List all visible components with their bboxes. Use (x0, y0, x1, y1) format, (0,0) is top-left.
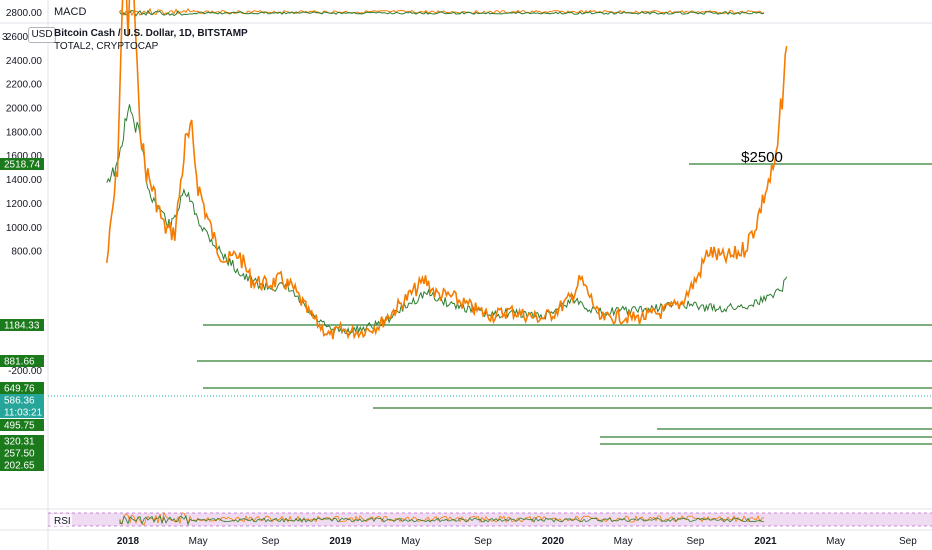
rsi-line (119, 511, 765, 526)
main-pane[interactable]: $2500 (48, 0, 932, 445)
price-badge (0, 435, 44, 447)
price-tick-label: 2800.00 (6, 8, 43, 19)
support-levels (197, 163, 932, 445)
time-tick-label: 2020 (542, 536, 565, 547)
price-axis[interactable]: 3400.003200.003000.002800.002600.002400.… (6, 0, 43, 377)
symbol-legend[interactable]: Bitcoin Cash / U.S. Dollar, 1D, BITSTAMP (54, 28, 248, 39)
time-tick-label: 2021 (754, 536, 777, 547)
rsi-label: RSI (54, 516, 71, 527)
price-tick-label: 1600.00 (6, 151, 43, 162)
price-badge (0, 419, 44, 431)
price-badge (0, 459, 44, 471)
price-badge (0, 406, 44, 418)
price-badge-label: 881.66 (4, 357, 35, 368)
price-tick-label: -200.00 (8, 366, 42, 377)
price-badge (0, 158, 44, 170)
price-badge-label: 586.36 (4, 396, 35, 407)
time-tick-label: Sep (686, 536, 704, 547)
price-tick-label: 1800.00 (6, 127, 43, 138)
price-badge (0, 355, 44, 367)
time-tick-label: May (614, 536, 633, 547)
price-badge-label: 649.76 (4, 384, 35, 395)
price-badge-label: 11:03:21 (4, 408, 43, 419)
time-tick-label: May (826, 536, 845, 547)
price-badges: 2518.74 1184.33 881.66 649.76586.3611:03:21… (0, 158, 44, 472)
target-annotation: $2500 (741, 149, 783, 166)
rsi-compare-line (119, 514, 765, 526)
compare-legend[interactable]: TOTAL2, CRYPTOCAP (54, 41, 159, 52)
price-badge-label: 257.50 (4, 449, 35, 460)
rsi-label-bg (50, 514, 72, 526)
price-badge (0, 447, 44, 459)
rsi-pane[interactable]: RSI (48, 511, 932, 527)
price-tick-label: 2200.00 (6, 80, 43, 91)
currency-button[interactable]: USD (28, 27, 56, 43)
price-badge-label: 202.65 (4, 461, 35, 472)
price-tick-label: 2400.00 (6, 56, 43, 67)
macd-label: MACD (54, 6, 86, 18)
time-tick-label: 2019 (329, 536, 352, 547)
top-partial-tick: 3 (2, 32, 8, 43)
price-badge-label: 2518.74 (4, 160, 41, 171)
macd-line (119, 9, 765, 17)
time-tick-label: May (401, 536, 420, 547)
price-tick-label: 2000.00 (6, 104, 43, 115)
price-badge (0, 382, 44, 394)
time-tick-label: Sep (899, 536, 917, 547)
macd-pane[interactable]: MACD (54, 6, 765, 18)
price-badge (0, 394, 44, 406)
main-series-line (106, 0, 788, 340)
price-badge-label: 495.75 (4, 421, 35, 432)
time-axis[interactable]: 2018 May Sep 2019 May Sep 2020 May Sep 2021 May Sep (117, 536, 917, 547)
time-tick-label: Sep (261, 536, 279, 547)
price-badge-label: 1184.33 (4, 321, 40, 332)
price-tick-label: 1200.00 (6, 199, 43, 210)
price-tick-label: 1000.00 (6, 223, 43, 234)
price-tick-label: 2600.00 (6, 32, 43, 43)
price-badge-label: 320.31 (4, 437, 35, 448)
time-tick-label: May (189, 536, 208, 547)
price-tick-label: 800.00 (11, 247, 42, 258)
time-tick-label: Sep (474, 536, 492, 547)
price-badge (0, 319, 44, 331)
price-tick-label: 1400.00 (6, 175, 43, 186)
time-tick-label: 2018 (117, 536, 140, 547)
